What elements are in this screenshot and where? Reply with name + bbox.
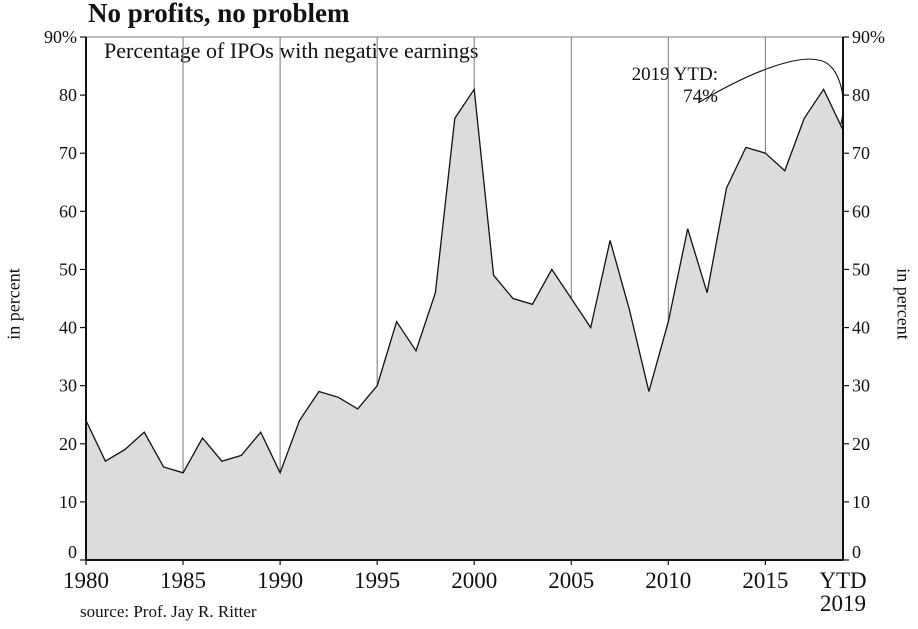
x-tick-label: 1985 xyxy=(160,568,206,593)
x-tick-label: 2005 xyxy=(548,568,594,593)
chart-title: Percentage of IPOs with negative earning… xyxy=(104,38,479,63)
x-tick-label: 1990 xyxy=(257,568,303,593)
y-tick-label-right: 0 xyxy=(852,542,861,562)
x-tick-label: 2015 xyxy=(742,568,788,593)
ytd-annotation: 2019 YTD: 74% xyxy=(600,64,718,108)
series-line xyxy=(85,87,844,475)
y-axis-ticks: 0 0 10 10 20 20 30 30 40 40 50 50 60 60 70 70 80 80 90% 90% xyxy=(44,27,885,562)
y-tick-label-right: 10 xyxy=(852,492,870,512)
y-tick-label-right: 90% xyxy=(852,27,885,47)
x-tick-label: 2000 xyxy=(451,568,497,593)
y-tick-label-left: 0 xyxy=(68,542,77,562)
ytd-annotation-label: 2019 YTD: xyxy=(631,64,718,85)
x-tick-label: 1980 xyxy=(63,568,109,593)
ytd-annotation-value: 74% xyxy=(683,86,718,107)
y-tick-label-left: 90% xyxy=(44,27,77,47)
y-tick-label-right: 20 xyxy=(852,434,870,454)
x-tick-label-ytd: YTD xyxy=(819,568,866,593)
y-tick-label-right: 60 xyxy=(852,201,870,221)
y-tick-label-right: 70 xyxy=(852,143,870,163)
y-tick-label-right: 50 xyxy=(852,259,870,279)
page-title: No profits, no problem xyxy=(88,0,350,28)
x-tick-label-ytd-year: 2019 xyxy=(820,591,866,616)
y-tick-label-left: 80 xyxy=(59,85,77,105)
y-tick-label-left: 10 xyxy=(59,492,77,512)
area-fill xyxy=(86,89,843,561)
y-tick-label-left: 20 xyxy=(59,434,77,454)
y-tick-label-right: 80 xyxy=(852,85,870,105)
y-tick-label-right: 30 xyxy=(852,376,870,396)
y-tick-label-left: 40 xyxy=(59,318,77,338)
y-tick-label-left: 60 xyxy=(59,201,77,221)
x-tick-label: 2010 xyxy=(645,568,691,593)
y-tick-label-left: 50 xyxy=(59,259,77,279)
source-note: source: Prof. Jay R. Ritter xyxy=(80,602,257,621)
y-tick-label-right: 40 xyxy=(852,318,870,338)
plot-frame xyxy=(85,37,844,561)
x-tick-label: 1995 xyxy=(354,568,400,593)
y-tick-label-left: 30 xyxy=(59,376,77,396)
y-tick-label-left: 70 xyxy=(59,143,77,163)
